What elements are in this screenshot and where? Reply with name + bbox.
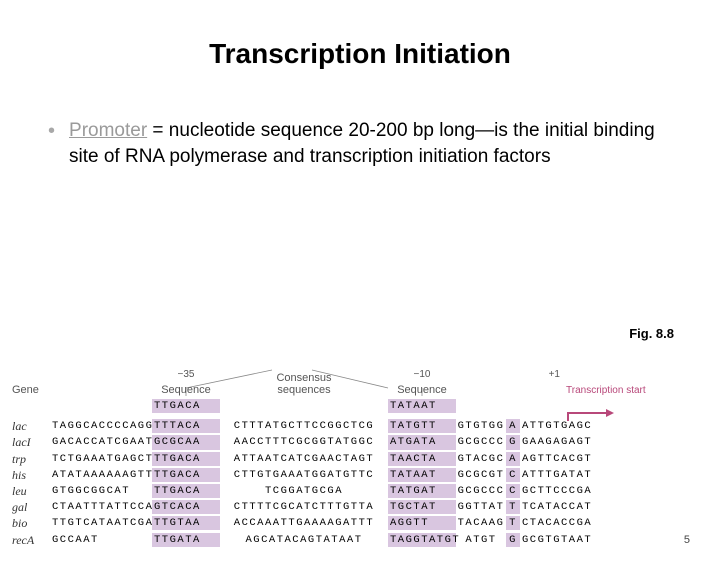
minus10-word: Sequence <box>388 384 456 396</box>
seq-pre: TTGTCATAATCGAC <box>52 516 152 530</box>
gene-name: leu <box>12 483 52 499</box>
seq-pre: TAGGCACCCCAGGC <box>52 419 152 433</box>
gene-name: his <box>12 467 52 483</box>
gene-name: lac <box>12 418 52 434</box>
table-row: leu GTGGCGGCATTTGACA TCGGATGCGATATGATGCG… <box>12 483 708 499</box>
seq-pre: GTGGCGGCAT <box>52 484 152 498</box>
table-row: hisATATAAAAAAGTTCTTGACACTTGTGAAATGGATGTT… <box>12 467 708 483</box>
seq-post1: GCGCCC <box>456 484 506 498</box>
seq-mid: CTTTATGCTTCCGGCTCG <box>220 419 388 433</box>
box-plus1: G <box>506 435 520 449</box>
bullet-rest: = nucleotide sequence 20-200 bp long—is … <box>69 120 655 167</box>
seq-tail: TCATACCAT <box>520 500 592 514</box>
diagram-header-row: Gene −35 Sequence Consensus sequences −1… <box>12 356 708 396</box>
consensus-word2: sequences <box>220 384 388 396</box>
seq-pre: TCTGAAATGAGCTG <box>52 452 152 466</box>
box-35: GTCACA <box>152 500 220 514</box>
consensus-35-box: TTGACA <box>152 399 220 413</box>
seq-tail: CTACACCGA <box>520 516 592 530</box>
seq-pre: GACACCATCGAATG <box>52 435 152 449</box>
box-plus1: A <box>506 419 520 433</box>
seq-post1: GCGCGT <box>456 468 506 482</box>
seq-tail: GAAGAGAGT <box>520 435 592 449</box>
gene-name: gal <box>12 499 52 515</box>
minus35-num: −35 <box>152 369 220 380</box>
seq-post1: GCGCCC <box>456 435 506 449</box>
seq-post1: GTGTGG <box>456 419 506 433</box>
page-title: Transcription Initiation <box>0 38 720 70</box>
seq-mid: ACCAAATTGAAAAGATTT <box>220 516 388 530</box>
seq-tail: ATTTGATAT <box>520 468 592 482</box>
header-transcription-start: Transcription start <box>566 385 696 396</box>
table-row: lacIGACACCATCGAATGGCGCAAAACCTTTCGCGGTATG… <box>12 434 708 450</box>
seq-tail: AGTTCACGT <box>520 452 592 466</box>
page-number: 5 <box>684 534 690 546</box>
seq-mid: AACCTTTCGCGGTATGGC <box>220 435 388 449</box>
box-10: TGCTAT <box>388 500 456 514</box>
box-plus1: C <box>506 468 520 482</box>
seq-tail: GCTTCCCGA <box>520 484 592 498</box>
box-35: TTGTAA <box>152 516 220 530</box>
box-plus1: T <box>506 516 520 530</box>
table-row: bioTTGTCATAATCGACTTGTAAACCAAATTGAAAAGATT… <box>12 515 708 531</box>
ts-label: Transcription start <box>566 385 646 396</box>
seq-mid: TCGGATGCGA <box>220 484 388 498</box>
consensus-10-box: TATAAT <box>388 399 456 413</box>
box-plus1: C <box>506 484 520 498</box>
seq-mid: CTTTTCGCATCTTTGTTA <box>220 500 388 514</box>
sequence-diagram: Gene −35 Sequence Consensus sequences −1… <box>12 356 708 548</box>
box-35: GCGCAA <box>152 435 220 449</box>
box-10: ATGATA <box>388 435 456 449</box>
figure-caption: Fig. 8.8 <box>629 326 674 341</box>
seq-post1: GGTTAT <box>456 500 506 514</box>
ts-arrow-icon <box>566 409 616 423</box>
box-10: TAACTA <box>388 452 456 466</box>
seq-mid: CTTGTGAAATGGATGTTC <box>220 468 388 482</box>
box-35: TTGACA <box>152 452 220 466</box>
header-gene: Gene <box>12 384 52 396</box>
box-10: AGGTT <box>388 516 456 530</box>
promoter-word: Promoter <box>69 120 147 141</box>
box-10: TATAAT <box>388 468 456 482</box>
seq-post1: GTACGC <box>456 452 506 466</box>
box-plus1: T <box>506 500 520 514</box>
seq-mid: ATTAATCATCGAACTAGT <box>220 452 388 466</box>
seq-pre: CTAATTTATTCCAT <box>52 500 152 514</box>
bullet-block: • Promoter = nucleotide sequence 20-200 … <box>48 118 672 169</box>
seq-post1: TACAAG <box>456 516 506 530</box>
plus1-num: +1 <box>456 369 566 380</box>
header-plus1: +1 <box>456 369 566 396</box>
box-35: TTGACA <box>152 468 220 482</box>
header-minus35: −35 Sequence <box>152 369 220 396</box>
gene-name: lacI <box>12 434 52 450</box>
header-consensus: Consensus sequences <box>220 372 388 396</box>
bullet-dot: • <box>48 118 55 169</box>
box-35: TTGACA <box>152 484 220 498</box>
seq-pre: ATATAAAAAAGTTC <box>52 468 152 482</box>
gene-name: bio <box>12 515 52 531</box>
consensus-word1: Consensus <box>220 372 388 384</box>
bullet-text: Promoter = nucleotide sequence 20-200 bp… <box>69 118 672 169</box>
table-row: galCTAATTTATTCCATGTCACACTTTTCGCATCTTTGTT… <box>12 499 708 515</box>
minus35-word: Sequence <box>152 384 220 396</box>
table-row: trpTCTGAAATGAGCTGTTGACAATTAATCATCGAACTAG… <box>12 451 708 467</box>
box-35: TTTACA <box>152 419 220 433</box>
minus10-num: −10 <box>388 369 456 380</box>
box-10: TATGAT <box>388 484 456 498</box>
box-plus1: A <box>506 452 520 466</box>
gene-name: trp <box>12 451 52 467</box>
box-10: TATGTT <box>388 419 456 433</box>
header-minus10: −10 Sequence <box>388 369 456 396</box>
